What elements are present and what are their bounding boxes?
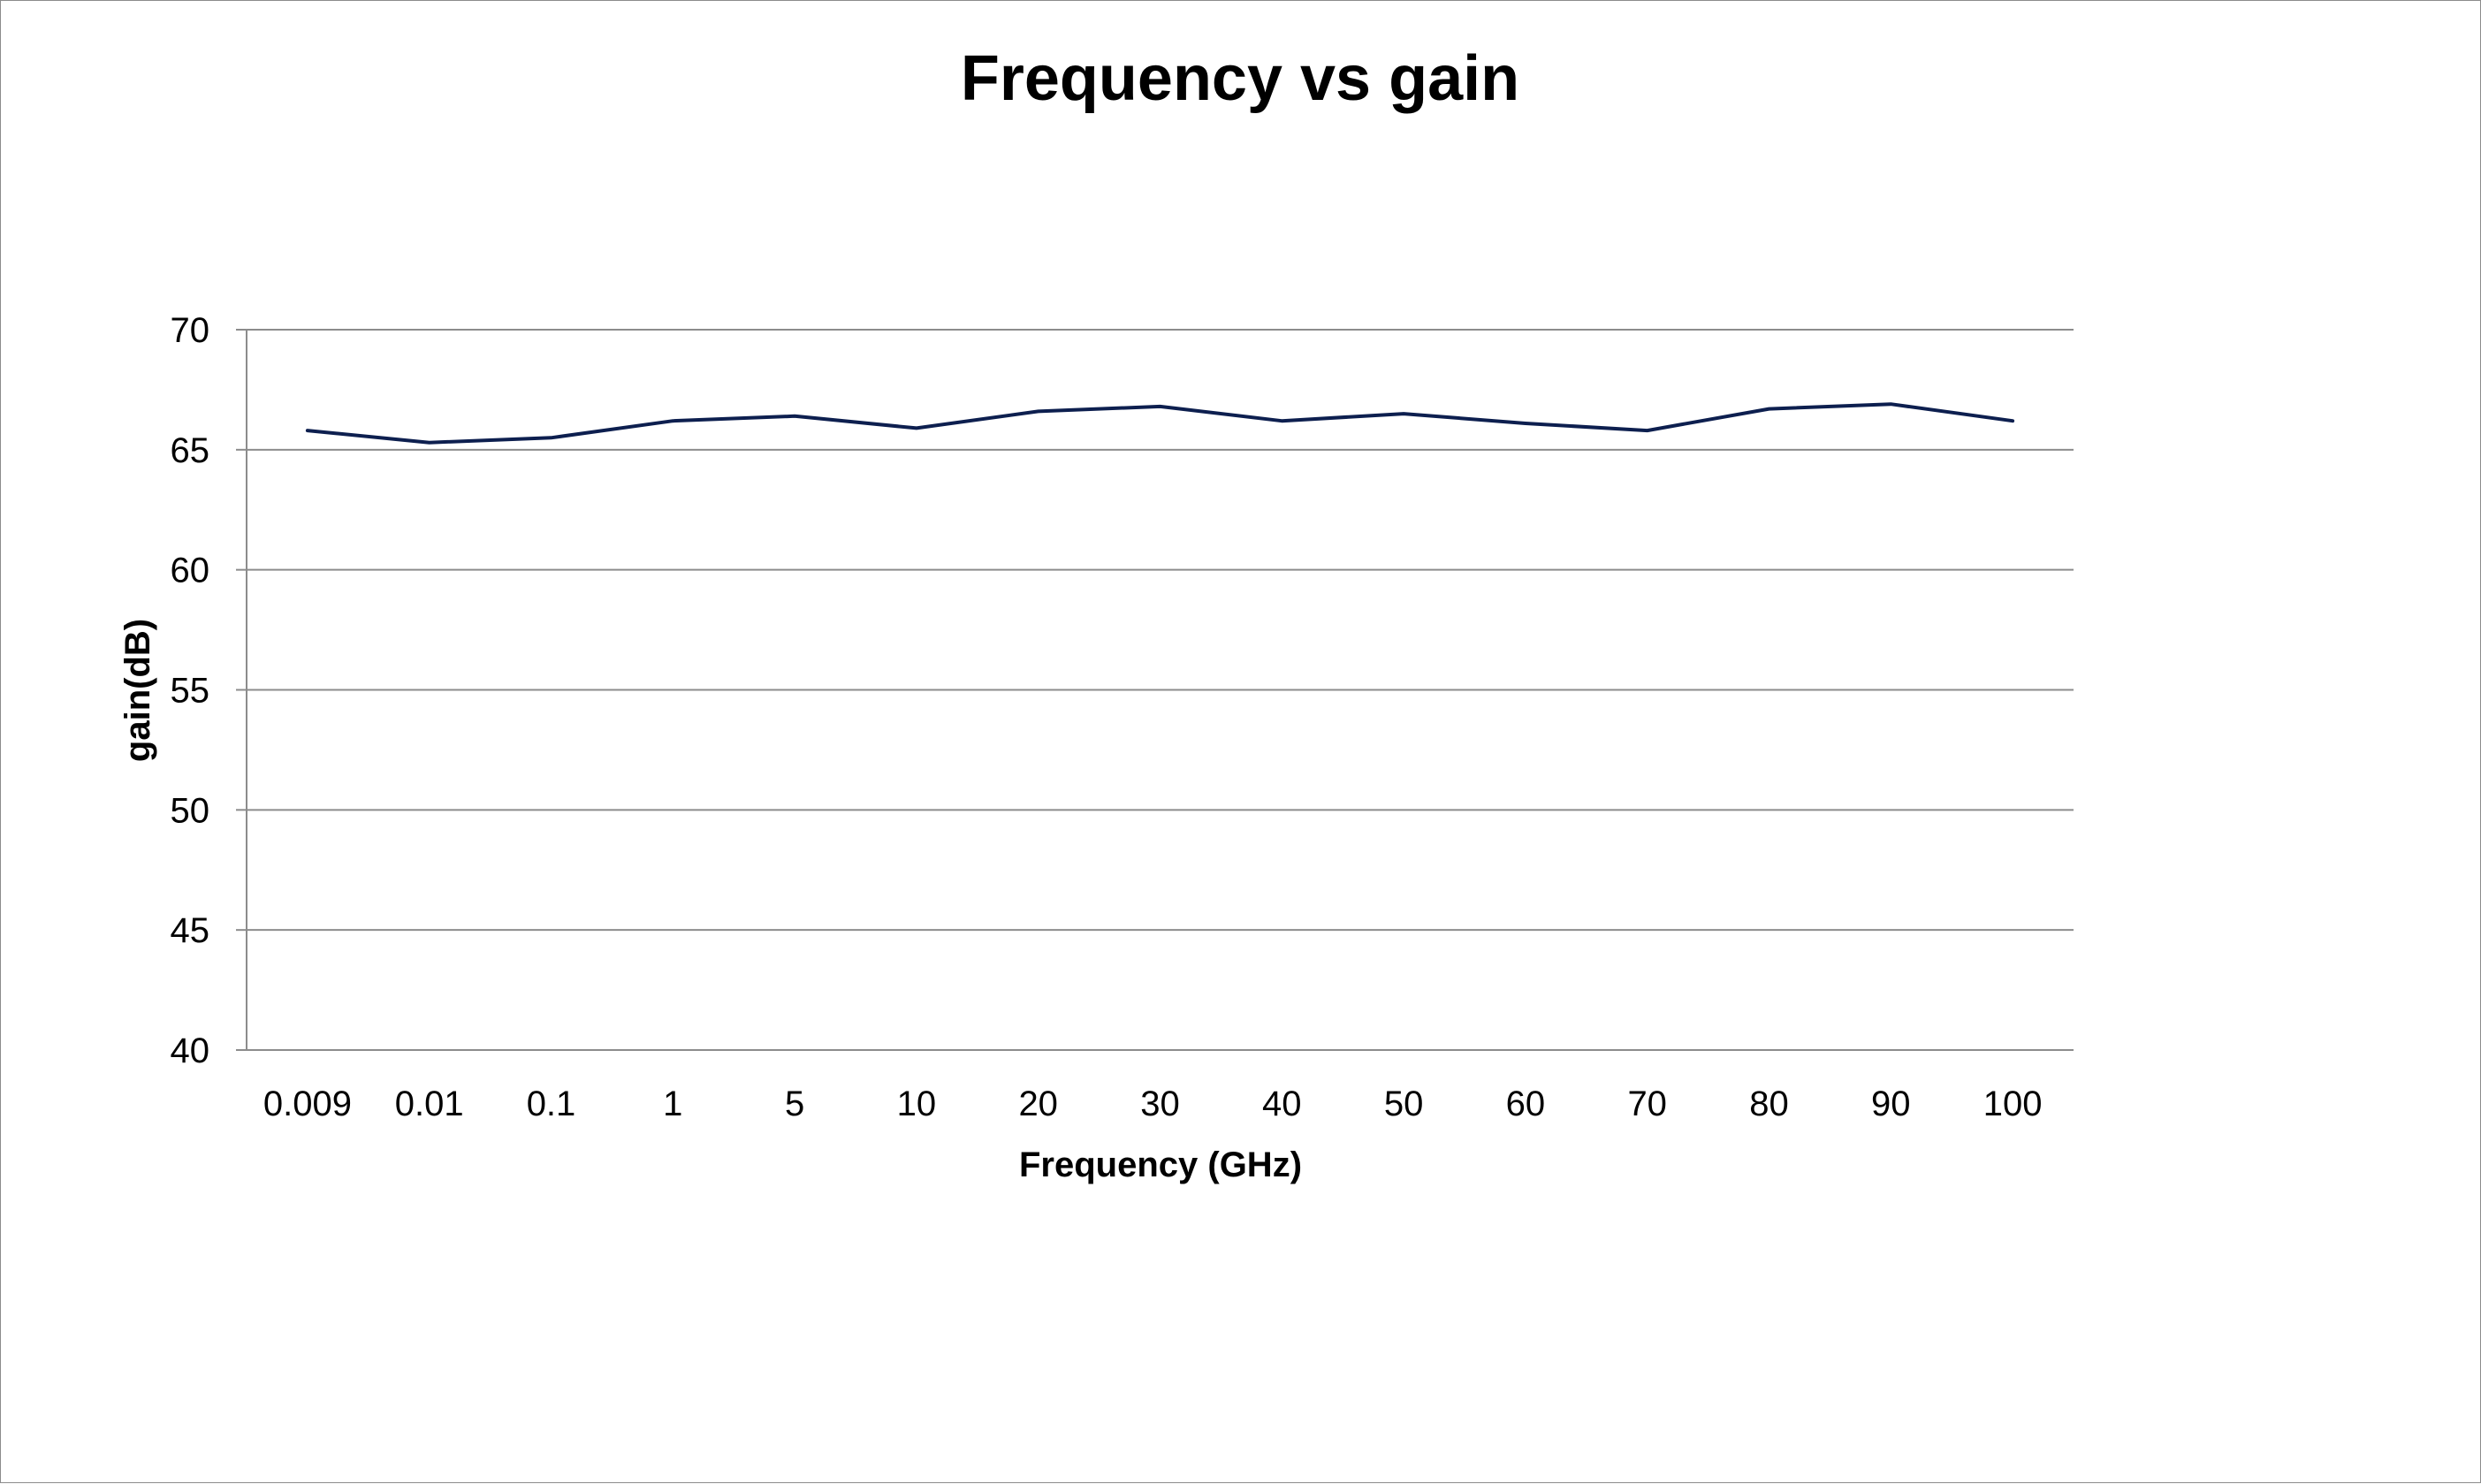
series-line-0: [305, 402, 2015, 445]
chart-title: Frequency vs gain: [961, 43, 1519, 114]
x-tick-label: 0.1: [527, 1084, 576, 1123]
y-tick-label: 40: [171, 1031, 210, 1070]
x-tick-label: 30: [1140, 1084, 1180, 1123]
x-tick-label: 10: [897, 1084, 937, 1123]
y-tick-label: 70: [171, 311, 210, 350]
x-axis-title: Frequency (GHz): [1019, 1145, 1302, 1184]
x-tick-label: 0.009: [263, 1084, 352, 1123]
x-tick-label: 80: [1749, 1084, 1789, 1123]
y-tick-label: 45: [171, 911, 210, 950]
x-tick-label: 50: [1384, 1084, 1424, 1123]
y-tick-label: 65: [171, 431, 210, 470]
x-tick-label: 60: [1506, 1084, 1546, 1123]
y-tick-label: 55: [171, 672, 210, 711]
y-tick-label: 50: [171, 791, 210, 830]
x-tick-labels: 0.009 0.01 0.1 1 5 10 20 30 40 50 60 70 80 90 100: [263, 1084, 2043, 1123]
x-tick-label: 100: [1983, 1084, 2043, 1123]
x-tick-label: 5: [785, 1084, 804, 1123]
gridlines: [236, 329, 2074, 1051]
x-tick-label: 0.01: [395, 1084, 464, 1123]
y-tick-labels: 40 45 50 55 60 65 70: [171, 311, 210, 1070]
x-tick-label: 1: [663, 1084, 682, 1123]
y-tick-label: 60: [171, 552, 210, 590]
x-tick-label: 90: [1871, 1084, 1911, 1123]
x-tick-label: 40: [1262, 1084, 1302, 1123]
y-axis-title: gain(dB): [118, 619, 157, 762]
series-layer: [305, 402, 2015, 445]
x-tick-label: 70: [1627, 1084, 1667, 1123]
x-tick-label: 20: [1018, 1084, 1058, 1123]
